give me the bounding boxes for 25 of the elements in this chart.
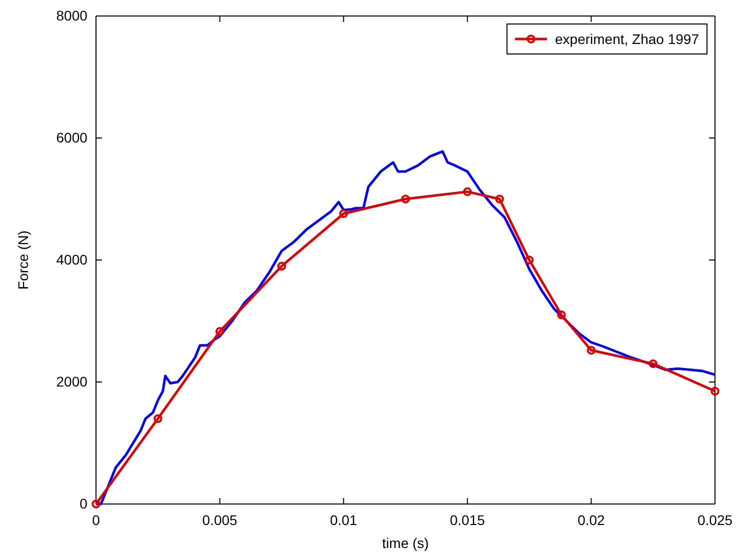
x-tick-label: 0.005 (202, 512, 238, 528)
x-axis-title: time (s) (382, 535, 429, 551)
y-tick-label: 4000 (56, 251, 88, 268)
point (401, 194, 410, 204)
point (586, 346, 596, 355)
x-tick-label: 0.025 (697, 512, 733, 528)
x-tick-label: 0.01 (330, 512, 358, 528)
y-tick-label: 6000 (56, 129, 88, 146)
point (215, 326, 224, 336)
point (557, 310, 566, 320)
point (524, 256, 534, 264)
y-tick-label: 2000 (56, 373, 88, 390)
point (463, 187, 472, 196)
legend-label: experiment, Zhao 1997 (555, 31, 700, 47)
y-axis-title: Force (N) (15, 230, 31, 290)
y-tick-label: 8000 (56, 7, 88, 24)
x-tick-label: 0 (92, 512, 100, 528)
x-tick-label: 0.015 (450, 512, 486, 528)
point (495, 194, 504, 204)
point (154, 414, 162, 423)
point (277, 262, 286, 270)
point (339, 209, 348, 218)
point (648, 359, 658, 368)
y-tick-label: 0 (80, 495, 88, 512)
x-tick-label: 0.02 (578, 512, 606, 528)
